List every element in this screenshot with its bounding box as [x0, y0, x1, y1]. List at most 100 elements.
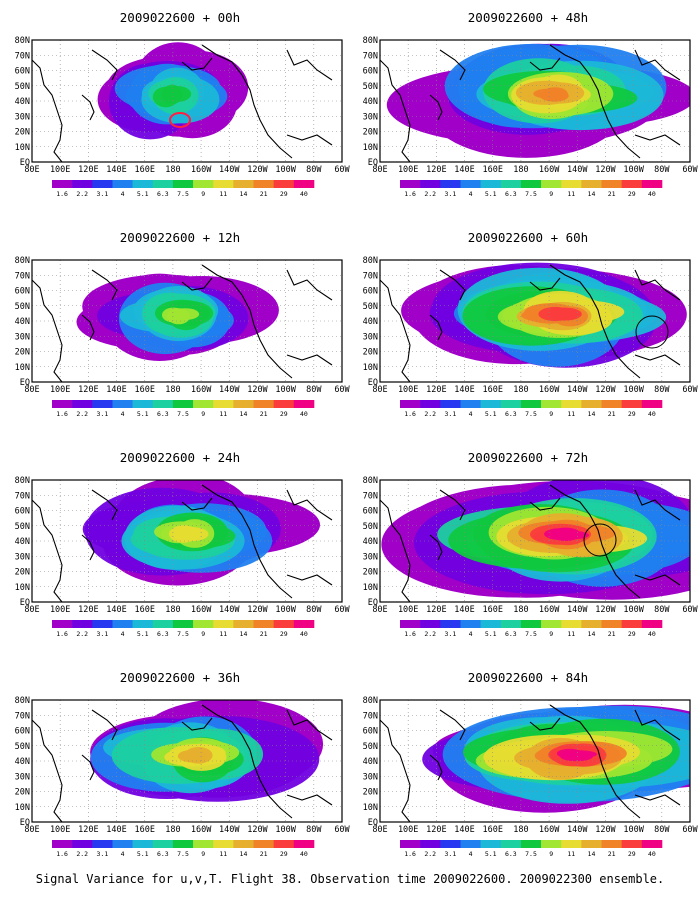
x-tick-label: 80W: [306, 605, 322, 615]
y-tick-label: 50N: [363, 522, 378, 532]
colorbar-swatch: [112, 400, 133, 408]
coastline: [286, 354, 333, 366]
x-tick-label: 100W: [623, 825, 644, 835]
colorbar-label: 40: [300, 850, 308, 858]
colorbar-swatch: [621, 400, 643, 408]
y-tick-label: 20N: [363, 788, 378, 798]
x-tick-label: 160W: [191, 385, 212, 395]
colorbar-label: 14: [240, 630, 248, 638]
map-frame: [31, 259, 343, 383]
x-tick-label: 120W: [595, 825, 616, 835]
y-tick-label: 30N: [15, 552, 30, 562]
colorbar-swatch: [460, 620, 481, 628]
y-tick-label: 40N: [15, 757, 30, 767]
colorbar-label: 6.3: [157, 850, 169, 858]
coastline: [201, 44, 293, 159]
colorbar-swatch: [293, 840, 315, 848]
x-tick-label: 60W: [682, 825, 698, 835]
colorbar-label: 21: [608, 410, 616, 418]
colorbar-swatch: [581, 180, 602, 188]
x-tick-label: 80E: [372, 165, 387, 175]
colorbar-label: 2.2: [424, 190, 436, 198]
coastline: [429, 754, 443, 781]
colorbar-swatch: [541, 620, 562, 628]
variance-contour-level-7: [162, 307, 185, 323]
coastline: [529, 57, 561, 71]
x-tick-label: 160W: [191, 825, 212, 835]
y-tick-label: 30N: [15, 112, 30, 122]
y-tick-label: 40N: [15, 537, 30, 547]
x-tick-label: 160E: [482, 385, 502, 395]
colorbar-label: 14: [588, 850, 596, 858]
x-tick-label: 120W: [595, 385, 616, 395]
colorbar-label: 29: [628, 630, 636, 638]
coastline: [529, 717, 561, 731]
y-tick-label: EQ: [20, 598, 30, 608]
colorbar-label: 4: [121, 190, 125, 198]
x-tick-label: 120E: [78, 825, 98, 835]
colorbar-label: 9: [549, 410, 553, 418]
coastline: [91, 269, 118, 301]
x-tick-label: 140E: [454, 165, 474, 175]
colorbar-swatch: [520, 840, 542, 848]
x-tick-label: 80W: [654, 605, 670, 615]
y-tick-label: 20N: [363, 128, 378, 138]
x-tick-label: 180: [165, 605, 180, 615]
x-tick-label: 160E: [482, 825, 502, 835]
x-tick-label: 60W: [334, 825, 350, 835]
x-tick-label: 160W: [191, 165, 212, 175]
coastline: [549, 44, 641, 159]
colorbar-swatch: [132, 400, 154, 408]
coastline: [286, 574, 333, 586]
panel-title: 2009022600 + 12h: [119, 230, 241, 245]
x-tick-label: 100E: [398, 605, 418, 615]
y-tick-label: 70N: [363, 711, 378, 721]
colorbar-label: 1.6: [404, 850, 416, 858]
colorbar-swatch: [253, 180, 274, 188]
y-tick-label: 50N: [363, 742, 378, 752]
y-tick-label: 60N: [363, 67, 378, 77]
colorbar-swatch: [52, 840, 73, 848]
coastline: [286, 709, 333, 741]
x-tick-label: 80E: [24, 825, 39, 835]
x-tick-label: 80W: [654, 385, 670, 395]
coastline: [380, 59, 411, 162]
colorbar-swatch: [92, 180, 113, 188]
coastline: [634, 489, 681, 521]
y-tick-label: 10N: [15, 803, 30, 813]
colorbar-swatch: [581, 400, 602, 408]
colorbar-label: 21: [608, 190, 616, 198]
panel-72h: 2009022600 + 72h 80E 100E 120E 140E 160E 180 16…: [358, 440, 698, 660]
x-tick-label: 100W: [275, 165, 296, 175]
colorbar-label: 3.1: [445, 630, 457, 638]
y-tick-label: 80N: [363, 256, 378, 266]
colorbar-swatch: [641, 840, 663, 848]
colorbar-swatch: [152, 620, 174, 628]
panel-12h: 2009022600 + 12h 80E 100E 120E 140E 160E 180 16…: [10, 220, 350, 440]
panel-title: 2009022600 + 60h: [467, 230, 589, 245]
colorbar-swatch: [601, 180, 622, 188]
colorbar-label: 40: [300, 630, 308, 638]
x-tick-label: 80W: [654, 825, 670, 835]
colorbar-swatch: [233, 620, 254, 628]
colorbar-swatch: [253, 840, 274, 848]
y-tick-label: EQ: [368, 598, 378, 608]
coastline: [634, 709, 681, 741]
colorbar-label: 29: [628, 190, 636, 198]
colorbar-label: 4: [469, 630, 473, 638]
x-tick-label: 180: [513, 605, 528, 615]
x-tick-label: 140E: [454, 605, 474, 615]
coastline: [429, 314, 443, 341]
x-tick-label: 80W: [306, 165, 322, 175]
colorbar-label: 7.5: [525, 410, 537, 418]
coastline: [634, 354, 681, 366]
x-tick-label: 100W: [623, 385, 644, 395]
x-tick-label: 160W: [191, 605, 212, 615]
colorbar-label: 5.1: [485, 630, 497, 638]
colorbar-label: 11: [219, 410, 227, 418]
y-tick-label: 10N: [363, 363, 378, 373]
colorbar-label: 4: [121, 410, 125, 418]
colorbar-label: 6.3: [157, 410, 169, 418]
colorbar-label: 14: [240, 410, 248, 418]
x-tick-label: 100W: [623, 605, 644, 615]
